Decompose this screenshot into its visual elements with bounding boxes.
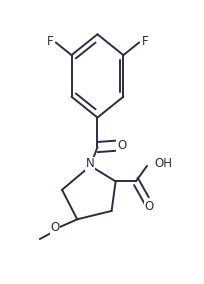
Text: O: O bbox=[116, 139, 125, 152]
Text: O: O bbox=[144, 200, 153, 213]
Text: OH: OH bbox=[153, 156, 171, 170]
Text: N: N bbox=[85, 157, 94, 170]
Text: O: O bbox=[50, 221, 59, 234]
Text: F: F bbox=[47, 36, 53, 48]
Text: F: F bbox=[141, 36, 147, 48]
